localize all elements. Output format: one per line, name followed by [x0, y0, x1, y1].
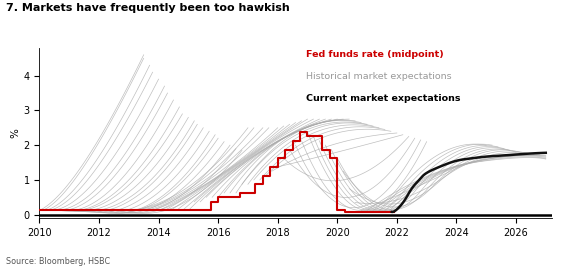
Text: Historical market expectations: Historical market expectations [306, 72, 452, 81]
Text: 7. Markets have frequently been too hawkish: 7. Markets have frequently been too hawk… [6, 3, 289, 13]
Text: Source: Bloomberg, HSBC: Source: Bloomberg, HSBC [6, 257, 110, 266]
Y-axis label: %: % [11, 128, 21, 138]
Text: Current market expectations: Current market expectations [306, 94, 461, 103]
Text: Fed funds rate (midpoint): Fed funds rate (midpoint) [306, 49, 444, 59]
